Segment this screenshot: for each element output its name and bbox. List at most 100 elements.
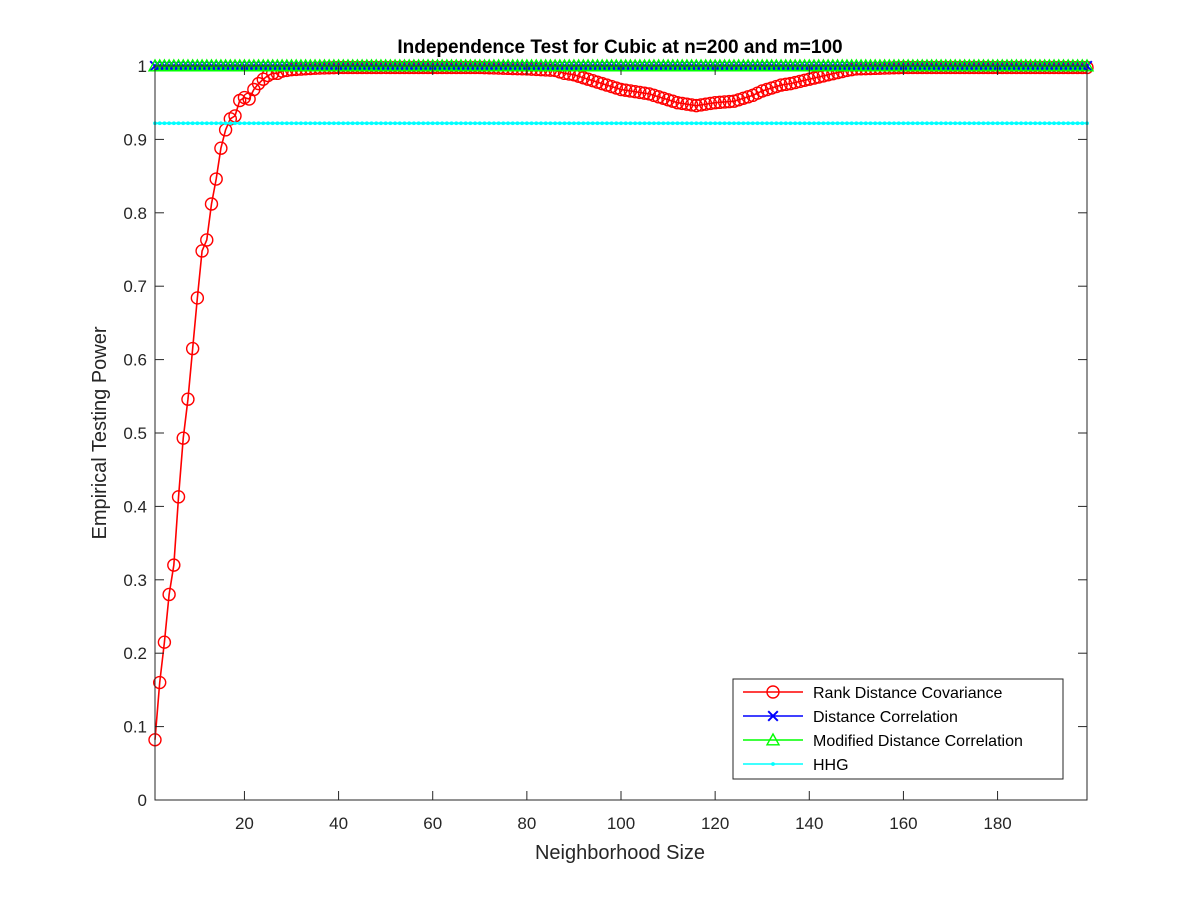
data-point	[986, 121, 991, 126]
data-point	[1075, 121, 1080, 126]
data-point	[981, 121, 986, 126]
data-point	[666, 121, 670, 126]
data-point	[741, 121, 746, 126]
data-point	[214, 141, 228, 155]
y-tick-label: 0.2	[123, 644, 147, 663]
data-point	[614, 121, 619, 126]
data-point	[313, 121, 317, 126]
x-axis-ticks: 20 40 60 80 100 120 140 160 180	[235, 66, 1012, 833]
data-point	[181, 392, 195, 406]
legend-marker	[771, 762, 775, 766]
data-point	[181, 121, 186, 126]
data-point	[317, 121, 322, 126]
data-point	[176, 431, 190, 445]
data-point	[637, 121, 642, 126]
data-point	[783, 76, 798, 91]
data-point	[510, 121, 515, 126]
data-point	[388, 121, 393, 126]
data-point	[910, 121, 915, 126]
data-point	[788, 75, 802, 90]
data-point	[896, 121, 901, 126]
data-point	[430, 121, 435, 126]
data-point	[995, 121, 1000, 126]
data-point	[1047, 121, 1052, 126]
legend-label: HHG	[813, 757, 849, 774]
data-point	[746, 121, 750, 126]
data-point	[346, 121, 350, 126]
data-point	[619, 83, 633, 97]
data-point	[449, 121, 454, 126]
data-point	[906, 121, 911, 126]
data-point	[967, 121, 972, 126]
data-point	[261, 121, 266, 126]
data-point	[1033, 121, 1038, 126]
data-point	[303, 121, 308, 126]
data-point	[1070, 121, 1075, 126]
data-point	[426, 121, 430, 126]
data-point	[929, 121, 934, 126]
data-point	[670, 95, 685, 110]
data-point	[732, 121, 736, 126]
data-point	[195, 244, 209, 258]
data-point	[383, 121, 388, 126]
data-point	[769, 121, 774, 126]
data-point	[167, 558, 181, 572]
legend-marker	[767, 710, 779, 722]
data-point	[539, 121, 543, 126]
data-point	[972, 121, 976, 126]
data-point	[736, 121, 741, 126]
data-point	[779, 121, 783, 126]
data-point	[393, 121, 397, 126]
data-point	[355, 121, 360, 126]
data-point	[1005, 121, 1009, 126]
x-tick-label: 180	[983, 814, 1011, 833]
data-point	[280, 121, 284, 126]
data-point	[459, 121, 463, 126]
data-point	[322, 121, 327, 126]
y-tick-label: 0.1	[123, 718, 147, 737]
data-point	[256, 72, 270, 86]
data-point	[463, 121, 468, 126]
data-point	[939, 121, 943, 126]
y-tick-label: 0	[138, 791, 147, 810]
data-point	[444, 121, 449, 126]
data-point	[689, 98, 704, 113]
data-point	[171, 490, 186, 504]
data-point	[195, 121, 200, 126]
data-point	[652, 121, 656, 126]
data-point	[171, 121, 176, 126]
data-point	[600, 121, 605, 126]
data-point	[308, 121, 313, 126]
data-point	[360, 121, 365, 126]
data-point	[176, 121, 181, 126]
legend-item: Distance Correlation	[743, 709, 958, 726]
data-point	[506, 121, 510, 126]
data-point	[614, 82, 628, 97]
data-point	[793, 121, 798, 126]
data-point	[482, 121, 487, 126]
x-tick-label: 20	[235, 814, 254, 833]
data-point	[637, 86, 652, 100]
data-point	[750, 121, 755, 126]
legend-item: Rank Distance Covariance	[743, 685, 1003, 702]
data-point	[863, 121, 868, 126]
x-tick-label: 140	[795, 814, 823, 833]
data-point	[958, 121, 962, 126]
data-point	[397, 121, 402, 126]
data-point	[204, 121, 209, 126]
data-point	[722, 121, 727, 126]
legend-marker	[765, 732, 781, 746]
data-point	[251, 121, 256, 126]
x-tick-label: 80	[517, 814, 536, 833]
data-point	[487, 121, 492, 126]
data-point	[962, 121, 967, 126]
x-marker-stroke	[767, 710, 779, 722]
data-point	[797, 121, 802, 126]
data-point	[845, 121, 849, 126]
data-point	[543, 121, 548, 126]
data-point	[783, 121, 788, 126]
data-point	[1080, 121, 1085, 126]
data-point	[760, 121, 765, 126]
data-point	[647, 121, 652, 126]
